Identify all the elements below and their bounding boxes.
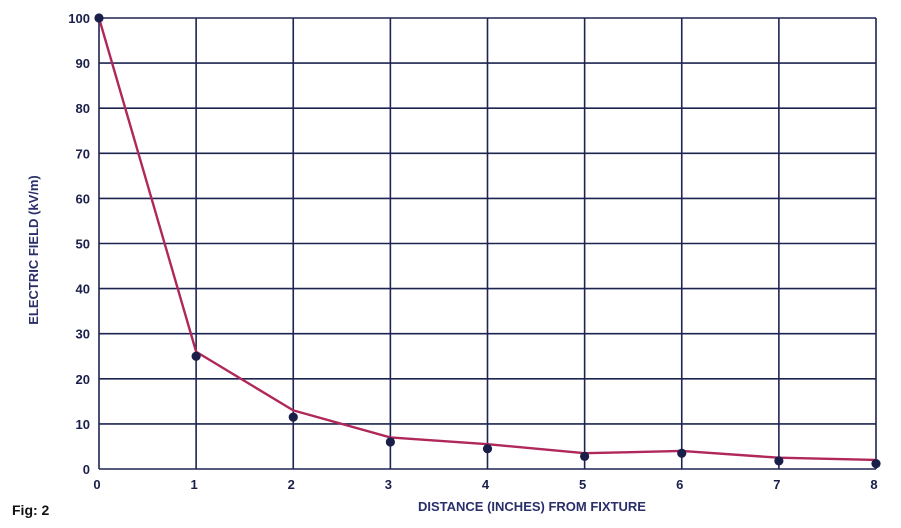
data-point [385, 437, 395, 447]
x-tick-label: 7 [773, 477, 780, 492]
data-point [774, 456, 784, 466]
y-tick-label: 10 [76, 417, 90, 432]
y-tick-label: 70 [76, 146, 90, 161]
x-tick-label: 2 [288, 477, 295, 492]
figure-label: Fig: 2 [12, 502, 50, 518]
x-tick-label: 8 [870, 477, 877, 492]
x-tick-label: 6 [676, 477, 683, 492]
data-point [191, 351, 201, 361]
y-tick-label: 90 [76, 56, 90, 71]
chart-grid [98, 17, 877, 470]
data-markers [94, 13, 881, 469]
y-tick-labels: 0 10 20 30 40 50 60 70 80 90 100 [68, 11, 90, 477]
y-tick-label: 30 [76, 327, 90, 342]
data-point [677, 448, 687, 458]
x-tick-labels: 0 1 2 3 4 5 6 7 8 [93, 477, 877, 492]
data-point [94, 13, 104, 23]
x-tick-label: 5 [579, 477, 586, 492]
x-tick-label: 1 [191, 477, 198, 492]
y-tick-label: 20 [76, 372, 90, 387]
data-point [580, 451, 590, 461]
y-tick-label: 0 [83, 462, 90, 477]
x-axis-label: DISTANCE (INCHES) FROM FIXTURE [418, 499, 646, 514]
y-tick-label: 100 [68, 11, 90, 26]
x-tick-label: 3 [385, 477, 392, 492]
y-tick-label: 80 [76, 101, 90, 116]
y-axis-label: ELECTRIC FIELD (kV/m) [26, 175, 41, 325]
y-tick-label: 50 [76, 237, 90, 252]
x-tick-label: 4 [482, 477, 490, 492]
y-tick-label: 40 [76, 282, 90, 297]
y-tick-label: 60 [76, 191, 90, 206]
x-tick-label: 0 [93, 477, 100, 492]
data-point [871, 458, 881, 469]
data-point [482, 444, 493, 454]
data-point [288, 412, 298, 422]
